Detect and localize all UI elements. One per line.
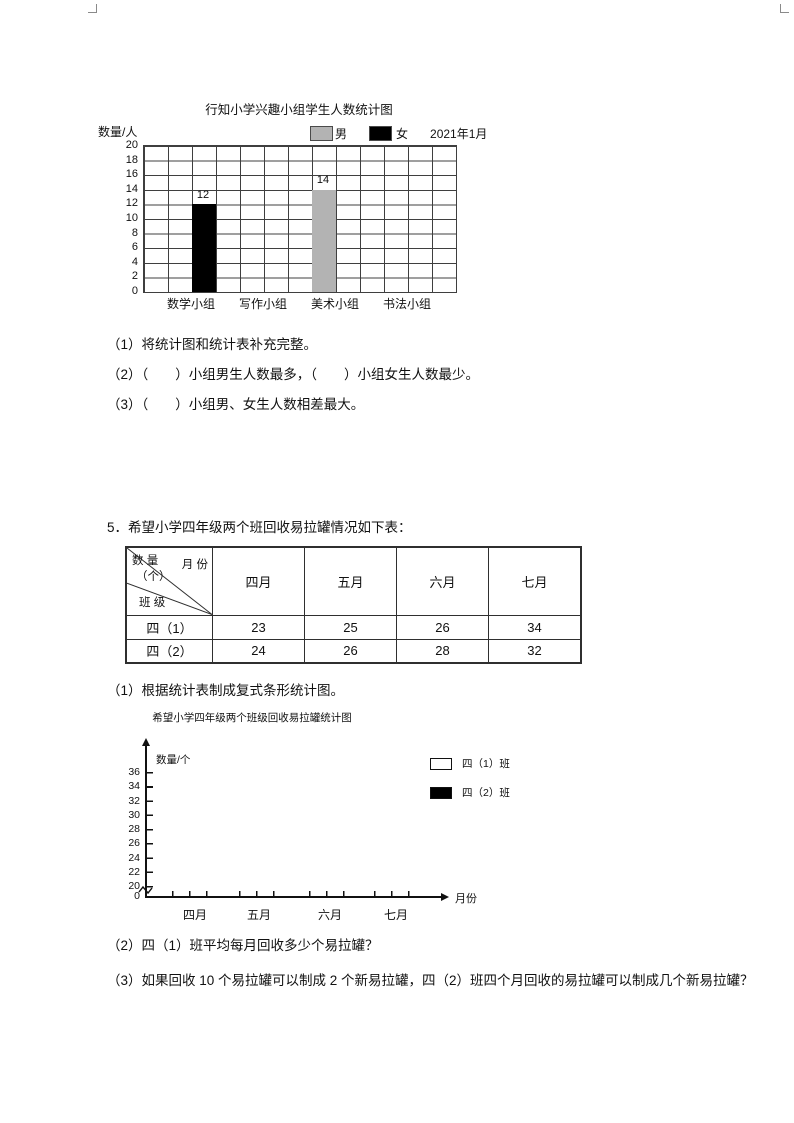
bar-value-label-female-math: 12 (196, 189, 210, 201)
chart2-ytick-0: 0 (134, 890, 140, 902)
question-1: （1）将统计图和统计表补充完整。 (107, 337, 318, 352)
crop-mark-top-left (88, 4, 97, 13)
recycling-table: 数 量 （个） 月 份 班 级 四月 五月 六月 七月 四（1） 23 25 2… (125, 546, 582, 664)
chart2-y-tick-marks (147, 772, 153, 889)
chart1-title: 行知小学兴趣小组学生人数统计图 (205, 103, 393, 117)
chart2-xticks-april (172, 891, 209, 896)
chart2-month-july: 七月 (383, 908, 408, 922)
cell-class1-june: 26 (396, 614, 489, 640)
chart2-x-axis (145, 896, 441, 898)
chart2-x-axis-label: 月份 (455, 893, 477, 905)
bar-value-label-male-art: 14 (316, 174, 330, 186)
legend-class2-label: 四（2）班 (462, 787, 510, 799)
question-3: （3）（ ）小组男、女生人数相差最大。 (107, 397, 365, 412)
cell-class1-july: 34 (488, 614, 582, 640)
chart1-ytick: 4 (131, 255, 138, 268)
chart2-ytick-34: 34 (128, 780, 140, 792)
chart1-category-calligraphy: 书法小组 (382, 297, 431, 311)
cell-class2-april: 24 (212, 638, 305, 664)
chart2-y-axis (145, 746, 147, 897)
corner-label-month: 月 份 (181, 559, 208, 571)
chart1-ytick: 8 (131, 226, 138, 239)
bar-math-group-female (192, 204, 216, 292)
chart2-ytick-20: 20 (128, 880, 140, 892)
chart2-xticks-july (374, 891, 411, 896)
legend-class2-swatch (430, 786, 452, 799)
legend-class1-swatch (430, 757, 452, 770)
chart2-y-axis-label: 数量/个 (156, 754, 191, 766)
chart1-ytick: 14 (125, 182, 138, 195)
crop-mark-top-right (780, 4, 789, 13)
chart2-ytick-26: 26 (128, 837, 140, 849)
chart2-ytick-28: 28 (128, 823, 140, 835)
table-header-row: 数 量 （个） 月 份 班 级 四月 五月 六月 七月 (125, 546, 582, 616)
chart2-ytick-32: 32 (128, 795, 140, 807)
col-header-april: 四月 (212, 546, 305, 616)
corner-label-quantity: 数 量 (132, 555, 159, 567)
chart2-ytick-36: 36 (128, 766, 140, 778)
chart1-category-writing: 写作小组 (238, 297, 287, 311)
chart1-y-axis-label: 数量/人 (98, 125, 138, 139)
cell-class2-may: 26 (304, 638, 397, 664)
chart2-legend-item-class2: 四（2）班 (430, 785, 510, 800)
col-header-july: 七月 (488, 546, 582, 616)
row-label-class2: 四（2） (125, 638, 213, 664)
chart1-category-art: 美术小组 (310, 297, 359, 311)
chart1-ytick: 2 (131, 270, 138, 283)
bar-art-group-male (312, 189, 336, 292)
col-header-may: 五月 (304, 546, 397, 616)
chart2-xticks-june (309, 891, 346, 896)
row-label-class1: 四（1） (125, 614, 213, 640)
chart1-category-math: 数学小组 (166, 297, 215, 311)
cell-class2-july: 32 (488, 638, 582, 664)
section5-heading: 5．希望小学四年级两个班回收易拉罐情况如下表： (107, 520, 412, 535)
legend-male-swatch (310, 126, 333, 141)
chart2-month-june: 六月 (317, 908, 342, 922)
table-row-class2: 四（2） 24 26 28 32 (125, 638, 582, 664)
corner-label-unit: （个） (136, 571, 171, 583)
chart2-ytick-30: 30 (128, 809, 140, 821)
chart1-legend: 男 女 2021年1月 (310, 125, 487, 142)
table-corner-cell: 数 量 （个） 月 份 班 级 (125, 546, 213, 616)
chart1-date-note: 2021年1月 (430, 127, 488, 141)
chart2-ytick-22: 22 (128, 866, 140, 878)
chart1-ytick: 18 (125, 153, 138, 166)
legend-class1-label: 四（1）班 (462, 758, 510, 770)
corner-diagonal-lines (127, 548, 212, 615)
corner-label-class: 班 级 (139, 596, 166, 609)
axis-break-zigzag (138, 885, 153, 895)
cell-class1-april: 23 (212, 614, 305, 640)
col-header-june: 六月 (396, 546, 489, 616)
chart1-ytick: 10 (125, 212, 138, 224)
chart1-plot-area (143, 145, 457, 293)
chart2-month-april: 四月 (182, 908, 207, 922)
chart2-x-axis-arrow (441, 892, 449, 901)
legend-female-label: 女 (396, 127, 409, 141)
chart1-ytick: 12 (125, 197, 138, 210)
chart2-legend-item-class1: 四（1）班 (430, 756, 510, 771)
chart2-ytick-24: 24 (128, 852, 140, 864)
section5-question-1: （1）根据统计表制成复式条形统计图。 (107, 683, 345, 698)
chart2-month-may: 五月 (246, 908, 271, 922)
table-row-class1: 四（1） 23 25 26 34 (125, 614, 582, 640)
chart2-title: 希望小学四年级两个班级回收易拉罐统计图 (152, 712, 352, 724)
chart1-ytick: 16 (125, 168, 138, 181)
chart2-xticks-may (239, 891, 276, 896)
cell-class2-june: 28 (396, 638, 489, 664)
legend-female-swatch (369, 126, 393, 141)
chart1-ytick: 6 (131, 241, 138, 254)
chart1-ytick: 20 (125, 139, 138, 151)
cell-class1-may: 25 (304, 614, 397, 640)
chart2-y-axis-arrow (141, 738, 150, 746)
section5-question-3: （3）如果回收 10 个易拉罐可以制成 2 个新易拉罐，四（2）班四个月回收的易… (107, 973, 754, 988)
chart1-ytick: 0 (131, 285, 138, 297)
question-2: （2）（ ）小组男生人数最多，（ ）小组女生人数最少。 (107, 367, 480, 382)
section5-question-2: （2）四（1）班平均每月回收多少个易拉罐？ (107, 938, 379, 953)
legend-male-label: 男 (335, 127, 348, 141)
